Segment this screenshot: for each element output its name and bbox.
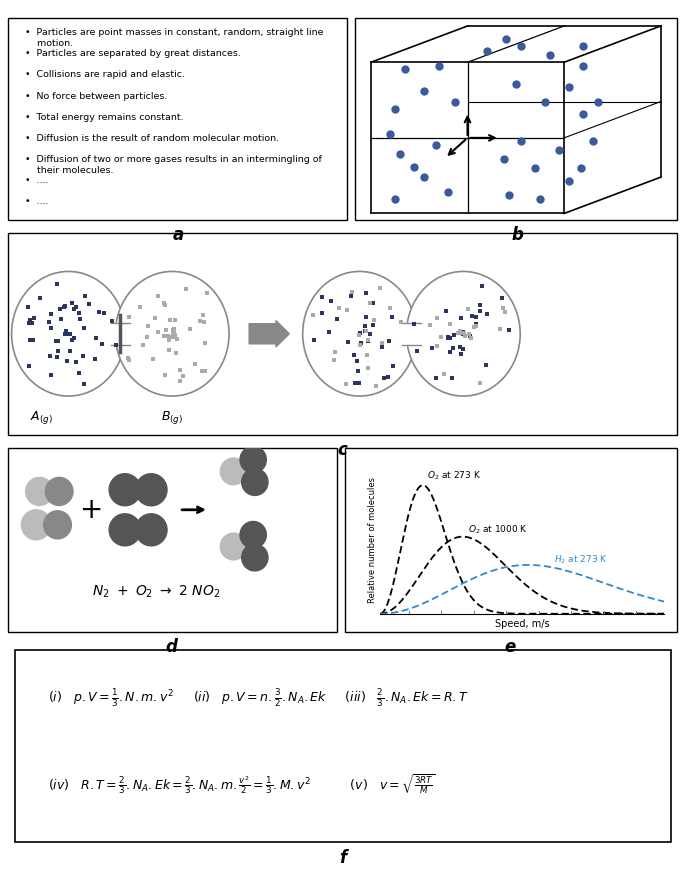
Text: •  Particles are point masses in constant, random, straight line
    motion.: • Particles are point masses in constant… (25, 28, 324, 48)
Text: $B_{(g)}$: $B_{(g)}$ (161, 409, 184, 426)
Text: •  ....: • .... (25, 177, 49, 185)
Text: f: f (339, 849, 346, 867)
Circle shape (240, 521, 266, 548)
Circle shape (21, 510, 51, 539)
Text: •  ....: • .... (25, 197, 49, 206)
Circle shape (44, 511, 71, 538)
Circle shape (109, 474, 140, 505)
Text: +: + (80, 495, 103, 524)
Text: c: c (338, 441, 347, 459)
Text: b: b (511, 226, 523, 244)
Text: $N_2\  +\  O_2\  \rightarrow\  2\ NO_2$: $N_2\ +\ O_2\ \rightarrow\ 2\ NO_2$ (92, 583, 221, 599)
Circle shape (25, 478, 53, 505)
Circle shape (136, 513, 167, 546)
Text: •  Collisions are rapid and elastic.: • Collisions are rapid and elastic. (25, 70, 185, 80)
Text: e: e (505, 638, 516, 656)
Text: $A_{(g)}$: $A_{(g)}$ (30, 409, 53, 426)
Ellipse shape (303, 271, 416, 396)
Text: •  Diffusion of two or more gases results in an intermingling of
    their molec: • Diffusion of two or more gases results… (25, 155, 322, 175)
Text: •  Particles are separated by great distances.: • Particles are separated by great dista… (25, 49, 241, 58)
Text: $O_2$ at 1000 K: $O_2$ at 1000 K (469, 524, 528, 537)
Circle shape (242, 544, 268, 571)
Circle shape (221, 458, 247, 485)
Circle shape (240, 446, 266, 473)
Text: $O_2$ at 273 K: $O_2$ at 273 K (427, 470, 481, 482)
X-axis label: Speed, m/s: Speed, m/s (495, 619, 549, 629)
Ellipse shape (115, 271, 229, 396)
Text: d: d (165, 638, 177, 656)
Text: •  Diffusion is the result of random molecular motion.: • Diffusion is the result of random mole… (25, 134, 279, 142)
Text: $(i)$   $p.V = \frac{1}{3}.N.m.v^2$     $(ii)$   $p.V = n.\frac{3}{2}.N_A.Ek$   : $(i)$ $p.V = \frac{1}{3}.N.m.v^2$ $(ii)$… (48, 687, 469, 709)
FancyArrow shape (249, 321, 289, 347)
Text: $H_2$ at 273 K: $H_2$ at 273 K (553, 554, 608, 566)
Bar (8, 233, 677, 435)
Circle shape (136, 474, 167, 505)
Ellipse shape (12, 271, 125, 396)
Text: a: a (173, 226, 184, 244)
Circle shape (45, 478, 73, 505)
Y-axis label: Relative number of molecules: Relative number of molecules (369, 477, 377, 603)
Text: •  No force between particles.: • No force between particles. (25, 91, 168, 100)
Circle shape (109, 513, 140, 546)
Text: •  Total energy remains constant.: • Total energy remains constant. (25, 113, 184, 122)
Circle shape (242, 469, 268, 495)
Bar (15, 650, 671, 842)
Ellipse shape (406, 271, 520, 396)
Bar (8, 448, 337, 632)
Circle shape (221, 533, 247, 560)
Text: $(iv)$   $R.T = \frac{2}{3}.N_A.Ek = \frac{2}{3}.N_A.m.\frac{v^2}{2} = \frac{1}{: $(iv)$ $R.T = \frac{2}{3}.N_A.Ek = \frac… (48, 772, 436, 797)
